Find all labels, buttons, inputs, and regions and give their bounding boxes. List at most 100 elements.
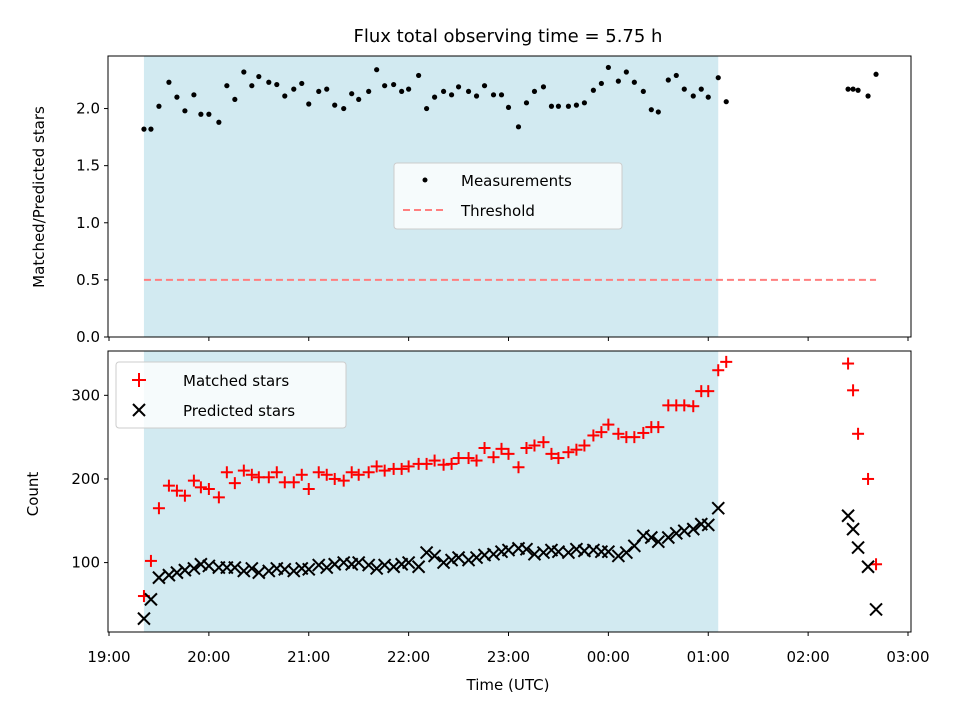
measurements-point — [540, 84, 547, 90]
predicted-stars-point — [841, 509, 855, 523]
matched-stars-point — [144, 554, 157, 567]
matched-stars-point — [320, 468, 333, 481]
ratio-series-layer — [141, 64, 879, 281]
x-tick-label: 20:00 — [187, 648, 230, 666]
matched-stars-point — [462, 452, 475, 465]
measurements-point — [241, 69, 247, 75]
measurements-point — [232, 96, 238, 103]
predicted-stars-point — [312, 558, 326, 572]
measurements-point — [182, 108, 188, 114]
predicted-stars-point — [586, 543, 601, 557]
matched-stars-point — [595, 426, 608, 439]
matched-stars-point — [237, 464, 250, 477]
measurements-point — [623, 69, 629, 75]
predicted-stars-point — [245, 561, 259, 576]
predicted-stars-point — [144, 592, 158, 607]
y-tick-label: 2.0 — [76, 100, 100, 118]
matched-stars-point — [637, 426, 650, 439]
predicted-stars-point — [651, 534, 666, 549]
matched-stars-point — [502, 447, 515, 460]
predicted-stars-point — [461, 553, 476, 567]
measurements-point — [306, 101, 312, 107]
predicted-stars-point — [851, 540, 865, 555]
predicted-stars-point — [569, 542, 584, 556]
measurements-point — [515, 124, 522, 130]
matched-stars-point — [212, 491, 225, 504]
predicted-stars-point — [661, 530, 676, 545]
x-axis-label: Time (UTC) — [466, 676, 550, 694]
y-tick-label: 1.0 — [76, 214, 100, 232]
predicted-stars-point — [361, 558, 376, 572]
matched-stars-point — [545, 447, 558, 460]
predicted-stars-point — [644, 530, 659, 545]
predicted-stars-point — [287, 564, 301, 578]
predicted-stars-point — [601, 545, 616, 559]
measurements-point — [648, 107, 654, 113]
ratio-legend: Measurements Threshold — [393, 162, 623, 230]
measurements-point — [440, 88, 447, 95]
matched-stars-point — [470, 454, 483, 467]
count-series-layer — [137, 355, 883, 626]
measurements-point — [299, 80, 305, 87]
x-tick-label: 03:00 — [886, 648, 929, 666]
count-y-axis-label: Count — [24, 472, 42, 517]
predicted-stars-point — [427, 549, 442, 563]
legend-threshold-label: Threshold — [460, 202, 535, 220]
matched-stars-point — [312, 466, 325, 479]
matched-stars-point — [152, 502, 165, 515]
measurements-point — [382, 83, 388, 89]
matched-stars-point — [362, 466, 375, 479]
matched-stars-point — [245, 468, 258, 481]
predicted-stars-point — [187, 561, 201, 576]
measurements-point — [698, 86, 704, 92]
predicted-stars-point — [701, 518, 715, 532]
measurements-point — [349, 91, 355, 97]
measurements-point — [291, 86, 297, 92]
predicted-stars-point — [351, 555, 366, 570]
matched-stars-point — [337, 474, 350, 487]
y-tick-label: 1.5 — [76, 157, 100, 175]
measurements-point — [490, 92, 497, 98]
matched-stars-point — [712, 364, 725, 377]
matched-stars-point — [352, 468, 365, 481]
measurements-point — [690, 93, 696, 99]
matched-stars-point — [445, 457, 458, 470]
measurements-point — [391, 81, 397, 88]
measurements-point — [191, 92, 197, 98]
matched-stars-point — [870, 558, 883, 571]
measurements-point — [631, 79, 637, 85]
measurements-point — [216, 119, 222, 125]
legend-measurements-label: Measurements — [461, 172, 572, 190]
matched-stars-point — [345, 466, 358, 479]
measurements-point — [316, 88, 322, 95]
count-legend-box — [115, 361, 347, 429]
measurements-point — [850, 86, 856, 92]
measurements-point — [481, 83, 488, 89]
measurements-point — [156, 103, 162, 109]
legend-matched-marker — [132, 373, 146, 387]
y-tick-label: 0.5 — [76, 271, 100, 289]
measurements-point — [715, 75, 721, 81]
predicted-stars-point — [302, 562, 316, 576]
predicted-stars-point — [436, 555, 451, 570]
count-y-ticks: 100 200 300 — [71, 386, 108, 572]
measurements-point — [224, 83, 230, 89]
y-tick-label: 200 — [71, 470, 100, 488]
count-axes-frame — [107, 350, 912, 633]
predicted-stars-point — [469, 550, 484, 565]
measurements-point — [523, 100, 530, 106]
matched-stars-point — [687, 400, 700, 413]
chart-title: Flux total observing time = 5.75 h — [354, 26, 663, 47]
measurements-point — [865, 93, 871, 99]
measurements-point — [640, 88, 646, 95]
predicted-stars-point — [669, 526, 683, 541]
predicted-stars-point — [170, 565, 184, 580]
measurements-point — [324, 86, 330, 92]
predicted-stars-point — [152, 570, 166, 585]
predicted-stars-point — [162, 568, 176, 582]
matched-stars-point — [478, 442, 491, 455]
predicted-stars-point — [320, 560, 334, 575]
measurements-point — [431, 94, 438, 100]
measurements-point — [141, 126, 147, 132]
predicted-stars-point — [451, 550, 466, 565]
